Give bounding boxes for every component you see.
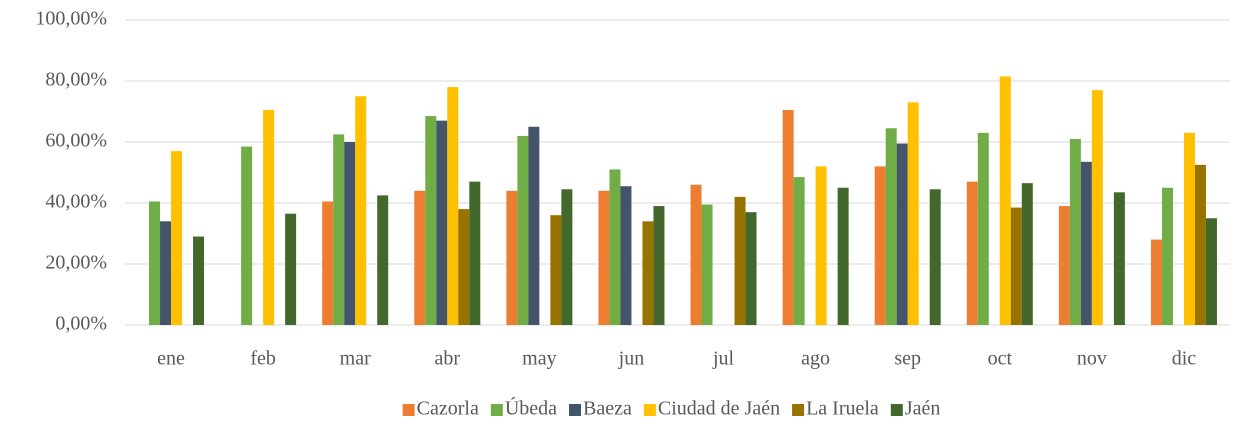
x-tick-label: ago xyxy=(801,348,830,370)
bar xyxy=(793,177,805,325)
bar xyxy=(414,190,426,325)
bar xyxy=(1150,239,1162,325)
legend-swatch xyxy=(402,404,415,416)
legend-swatch xyxy=(569,404,582,416)
bar xyxy=(285,213,297,325)
bar xyxy=(837,187,849,325)
bar xyxy=(528,126,540,325)
legend-swatch xyxy=(890,404,903,416)
bar xyxy=(782,109,794,325)
legend-swatch xyxy=(643,404,656,416)
legend-label: Jaén xyxy=(905,398,941,420)
legend-label: Cazorla xyxy=(417,398,479,420)
bar xyxy=(907,102,919,325)
bar xyxy=(322,201,334,325)
bar xyxy=(171,151,183,325)
bar xyxy=(550,215,562,325)
bar xyxy=(1183,132,1195,325)
x-tick-label: sep xyxy=(894,348,921,370)
bar xyxy=(241,146,253,325)
bar xyxy=(609,169,621,325)
legend-swatch xyxy=(490,404,503,416)
y-tick-label: 20,00% xyxy=(45,252,107,274)
y-tick-label: 40,00% xyxy=(45,191,107,213)
bar xyxy=(447,87,459,325)
bar xyxy=(1161,187,1173,325)
x-tick-label: jul xyxy=(712,348,735,370)
bar xyxy=(344,142,356,325)
bar xyxy=(1194,164,1206,325)
bar xyxy=(653,206,665,325)
bar xyxy=(815,166,827,325)
x-tick-label: mar xyxy=(340,348,371,370)
bar xyxy=(517,135,529,325)
bar xyxy=(425,116,437,325)
bar xyxy=(966,181,978,325)
legend-swatch xyxy=(792,404,805,416)
bar xyxy=(1021,183,1033,325)
x-tick-label: dic xyxy=(1172,348,1197,370)
legend-label: La Iruela xyxy=(806,398,879,420)
bar xyxy=(874,166,886,325)
bar xyxy=(1080,161,1092,325)
legend-label: Ciudad de Jaén xyxy=(658,398,780,420)
x-tick-label: jun xyxy=(618,348,645,370)
bar xyxy=(160,221,172,325)
x-tick-label: oct xyxy=(988,348,1013,370)
y-tick-label: 80,00% xyxy=(45,69,107,91)
bar xyxy=(1069,138,1081,325)
bar xyxy=(1091,90,1103,326)
y-tick-label: 60,00% xyxy=(45,130,107,152)
bar xyxy=(149,201,161,325)
bar xyxy=(1113,192,1125,325)
legend-label: Baeza xyxy=(583,398,632,420)
bar xyxy=(1205,218,1217,325)
y-tick-label: 100,00% xyxy=(35,8,107,30)
bar xyxy=(506,190,518,325)
bar xyxy=(977,132,989,325)
bar xyxy=(561,189,573,325)
x-tick-label: ene xyxy=(157,348,185,370)
x-tick-label: nov xyxy=(1077,348,1107,370)
bar xyxy=(896,143,908,325)
bar xyxy=(263,109,275,325)
bar xyxy=(1010,207,1022,325)
bar xyxy=(929,189,941,325)
legend-label: Úbeda xyxy=(505,396,557,420)
bar xyxy=(333,134,345,325)
bar xyxy=(642,221,654,325)
bar xyxy=(377,195,389,325)
bar xyxy=(734,196,746,325)
bar xyxy=(745,212,757,325)
bar xyxy=(690,184,702,325)
x-tick-label: abr xyxy=(435,348,461,370)
bar xyxy=(458,209,470,325)
bar xyxy=(999,76,1011,325)
x-tick-label: feb xyxy=(250,348,276,370)
x-tick-label: may xyxy=(522,348,556,370)
bar xyxy=(598,190,610,325)
bar xyxy=(885,128,897,325)
bar xyxy=(193,236,205,325)
bar xyxy=(469,181,481,325)
bar xyxy=(1058,206,1070,325)
bar xyxy=(701,204,713,325)
y-tick-label: 0,00% xyxy=(55,313,107,335)
bar xyxy=(436,120,448,326)
bar xyxy=(620,186,632,325)
bar xyxy=(355,96,367,325)
